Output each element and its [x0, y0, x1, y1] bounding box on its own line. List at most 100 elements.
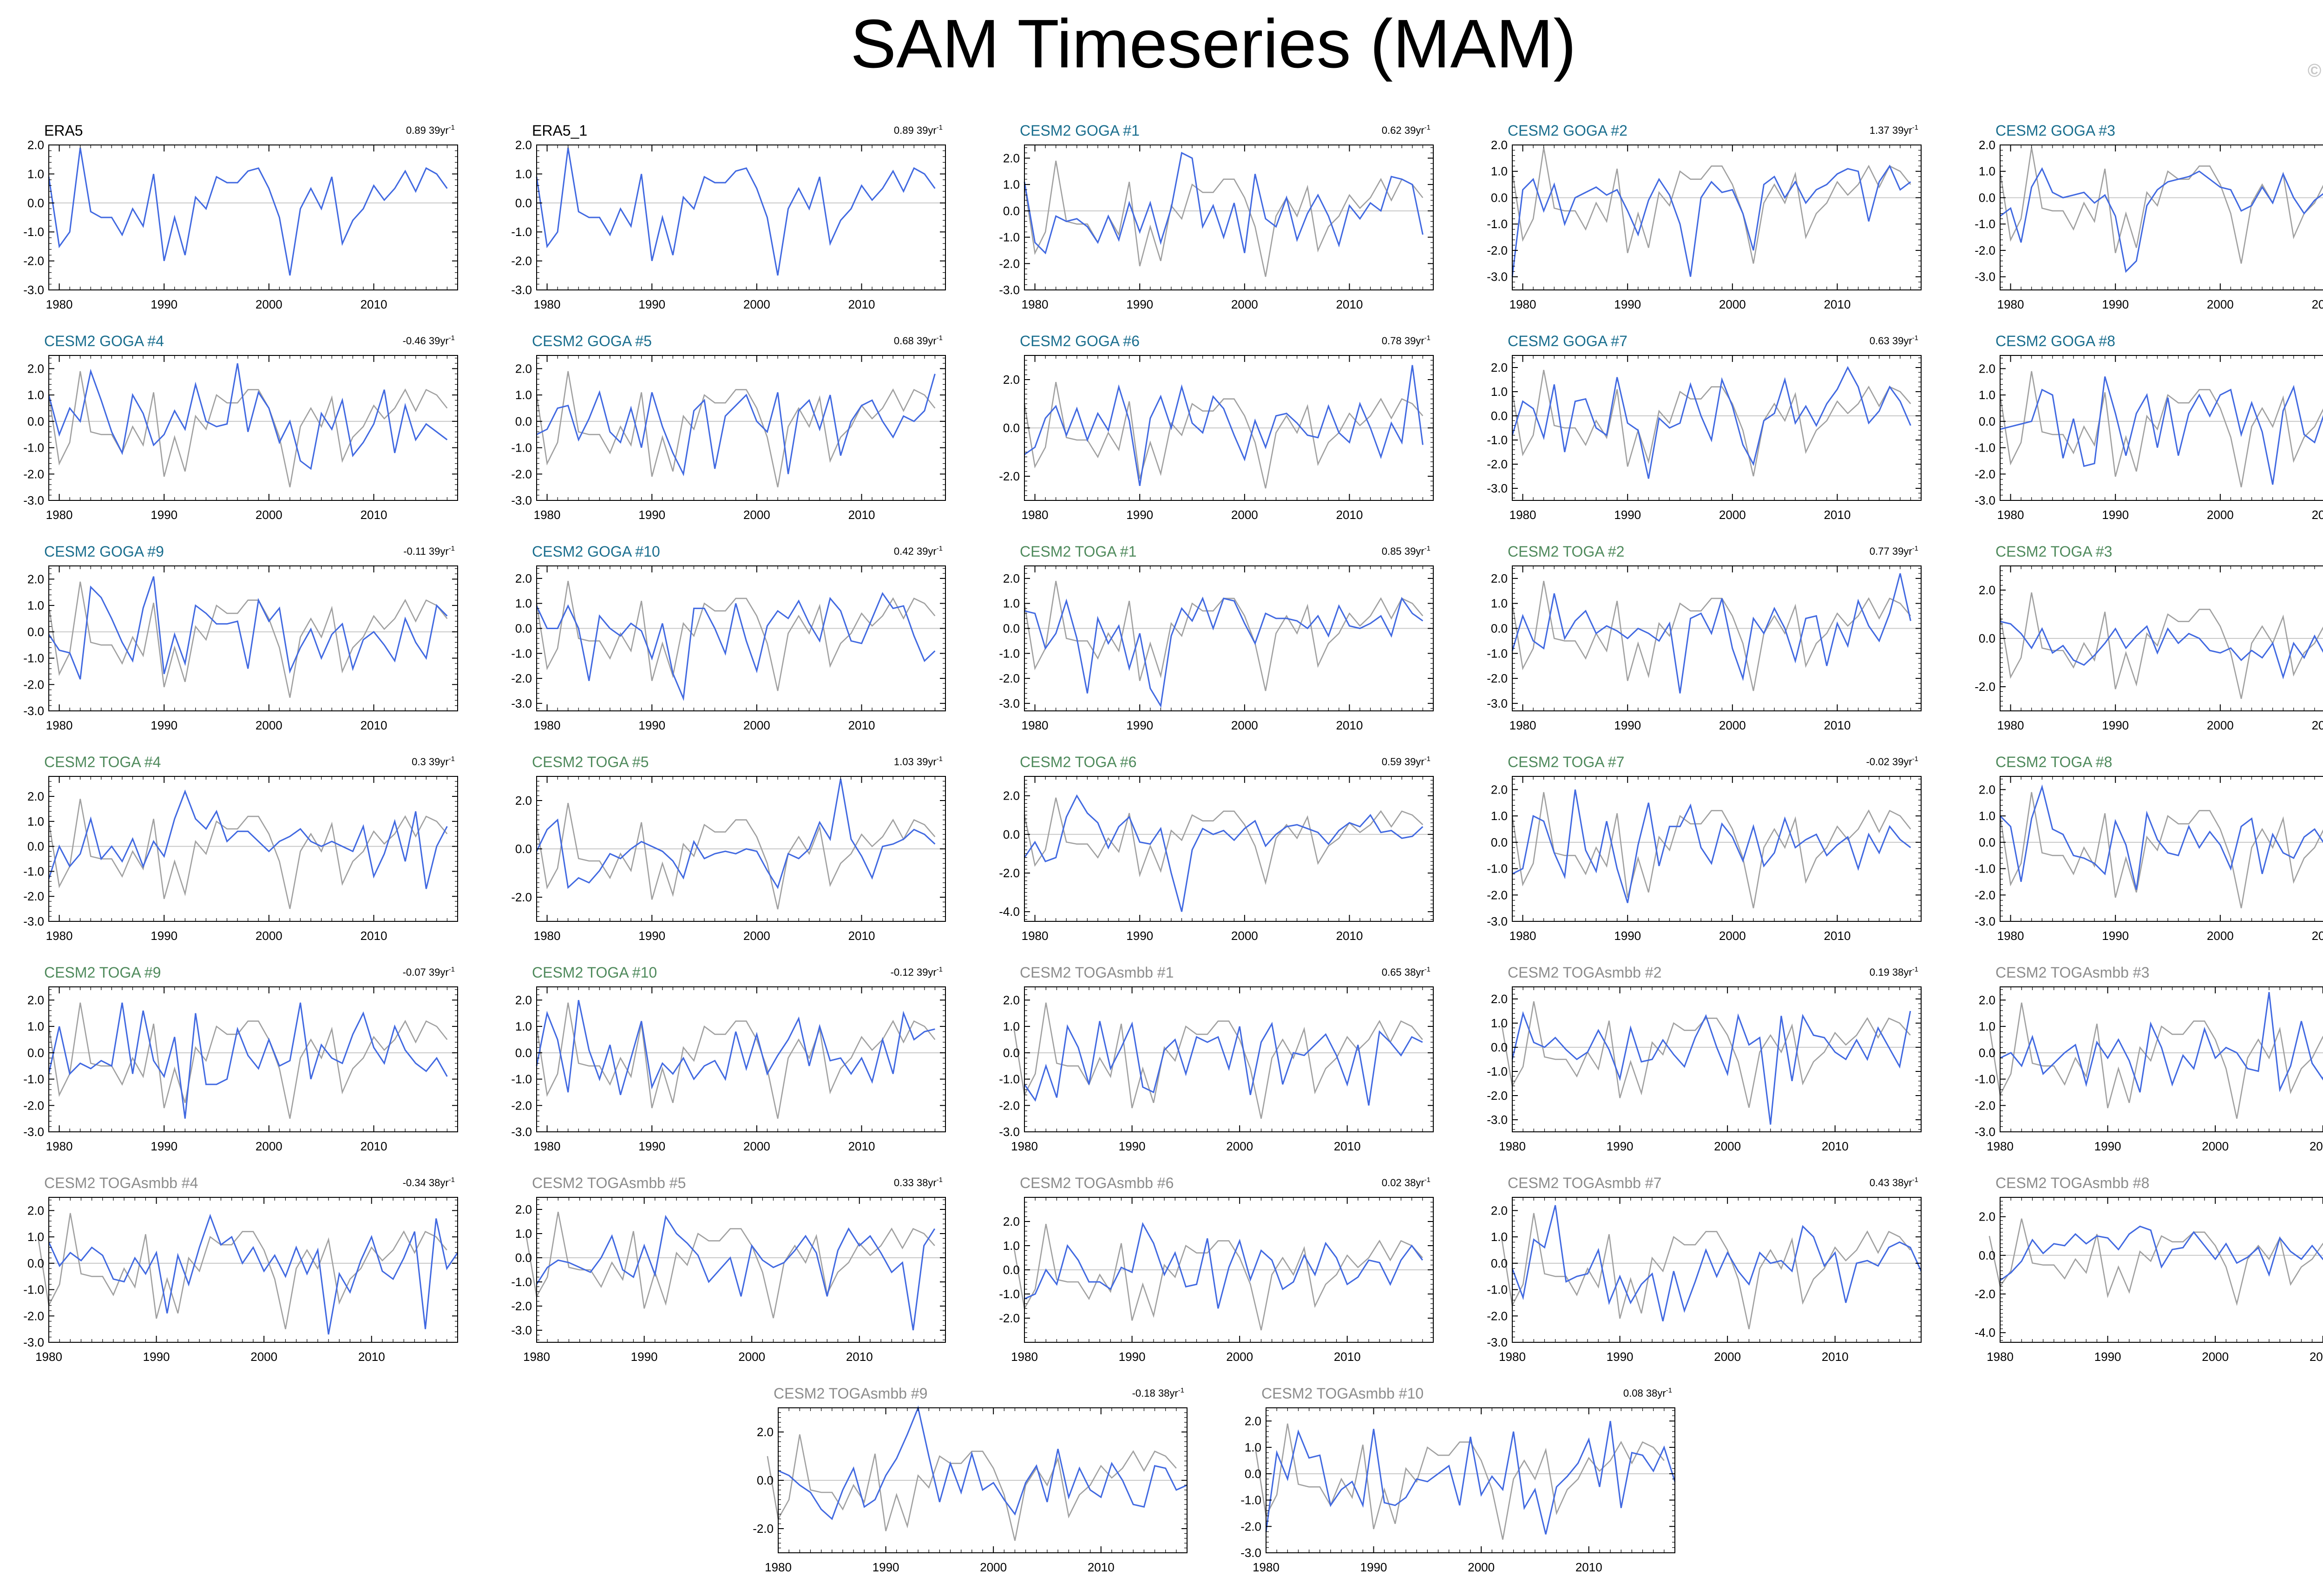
- y-tick-label: 2.0: [515, 1202, 532, 1216]
- x-tick-label: 1980: [46, 1139, 73, 1153]
- y-tick-label: 2.0: [515, 993, 532, 1007]
- y-tick-label: -3.0: [1975, 914, 1995, 928]
- panel-title: CESM2 TOGA #5: [532, 754, 649, 770]
- y-tick-label: -3.0: [1487, 696, 1508, 710]
- panel-10: CESM2 GOGA #8-0.29 39yr-12.01.00.0-1.0-2…: [1975, 333, 2323, 522]
- reference-series-line: [1999, 147, 2323, 264]
- x-tick-label: 1990: [151, 297, 177, 311]
- reference-series-line: [48, 371, 448, 487]
- panel-title: CESM2 GOGA #7: [1508, 333, 1627, 349]
- series-line: [48, 1214, 459, 1335]
- trend-label: 0.78 39yr-1: [1382, 334, 1431, 347]
- trend-superscript: -1: [1424, 1176, 1431, 1184]
- y-tick-label: 2.0: [1979, 782, 1995, 796]
- panel-title: ERA5: [44, 122, 83, 139]
- series-line: [48, 363, 448, 470]
- panel-25: CESM2 TOGAsmbb #3-0.01 38yr-12.01.00.0-1…: [1975, 964, 2323, 1153]
- series-line: [48, 147, 448, 276]
- plot-frame: [48, 144, 458, 290]
- y-tick-label: 2.0: [1491, 138, 1508, 152]
- series-line: [1999, 784, 2323, 890]
- panel-13: CESM2 TOGA #1 0.85 39yr-1 2.0 1.0 0.0 -1.0 -2.…: [999, 543, 1434, 732]
- y-tick-label: 1.0: [27, 167, 44, 181]
- x-tick-label: 1980: [46, 508, 73, 522]
- y-tick-label: -3.0: [511, 493, 532, 507]
- x-tick-label: 2000: [1231, 297, 1258, 311]
- x-tick-label: 1980: [534, 929, 561, 943]
- x-tick-label: 1980: [1022, 929, 1049, 943]
- series-line: [1511, 573, 1911, 694]
- y-tick-label: -1.0: [1487, 433, 1508, 447]
- y-tick-label: 1.0: [1979, 164, 1995, 178]
- trend-label: 0.68 39yr-1: [894, 334, 943, 347]
- x-tick-label: 1990: [1614, 508, 1641, 522]
- x-tick-label: 1990: [2102, 718, 2129, 732]
- plot-frame: [536, 1197, 946, 1343]
- panel-title: CESM2 TOGAsmbb #7: [1508, 1175, 1661, 1191]
- x-tick-label: 1990: [1614, 929, 1641, 943]
- x-tick-label: 1980: [1499, 1139, 1526, 1153]
- x-tick-label: 2010: [1822, 1139, 1849, 1153]
- series-line: [2000, 992, 2323, 1093]
- plot-frame: [536, 986, 946, 1132]
- trend-label: 0.59 39yr-1: [1382, 755, 1431, 768]
- y-tick-label: -2.0: [1975, 243, 1995, 257]
- y-tick-label: -3.0: [23, 1335, 44, 1349]
- y-tick-label: -1.0: [23, 1283, 44, 1297]
- y-tick-label: 1.0: [27, 814, 44, 828]
- plot-frame: [1024, 144, 1434, 290]
- x-tick-label: 2000: [256, 929, 282, 943]
- trend-label: 0.77 39yr-1: [1870, 545, 1918, 557]
- y-tick-label: -2.0: [23, 1098, 44, 1112]
- panel-28: CESM2 TOGAsmbb #6 0.02 38yr-1 2.0 1.0 0.0 -1.…: [999, 1175, 1434, 1364]
- trend-superscript: -1: [937, 334, 943, 342]
- trend-label: -0.02 39yr-1: [1866, 755, 1918, 768]
- x-tick-label: 1980: [1022, 508, 1049, 522]
- y-tick-label: -3.0: [1975, 493, 1995, 507]
- x-tick-label: 2010: [848, 297, 875, 311]
- plot-frame: [2000, 986, 2323, 1132]
- y-tick-label: 1.0: [27, 1230, 44, 1244]
- x-tick-label: 1980: [1022, 718, 1049, 732]
- y-tick-label: -1.0: [23, 225, 44, 239]
- y-tick-label: 0.0: [515, 196, 532, 210]
- trend-superscript: -1: [937, 1176, 943, 1184]
- x-tick-label: 2000: [1231, 718, 1258, 732]
- x-tick-label: 2010: [846, 1350, 873, 1364]
- panel-title: CESM2 TOGAsmbb #4: [44, 1175, 198, 1191]
- x-tick-label: 2010: [1824, 508, 1851, 522]
- y-tick-label: 0.0: [1979, 835, 1995, 849]
- plot-frame: [2000, 776, 2323, 922]
- x-tick-label: 2010: [358, 1350, 385, 1364]
- y-tick-label: -3.0: [1975, 1125, 1995, 1139]
- trend-superscript: -1: [1912, 334, 1918, 342]
- x-tick-label: 2010: [1336, 718, 1363, 732]
- y-tick-label: -2.0: [23, 1309, 44, 1323]
- x-tick-label: 1990: [151, 508, 177, 522]
- panel-29: CESM2 TOGAsmbb #7 0.43 38yr-1 2.0 1.0 0.0 -1.…: [1487, 1175, 1922, 1364]
- y-tick-label: -3.0: [1487, 1113, 1508, 1127]
- y-tick-label: -2.0: [1487, 457, 1508, 471]
- x-tick-label: 2010: [2312, 929, 2323, 943]
- reference-series-line: [536, 581, 936, 691]
- x-tick-label: 1980: [1997, 929, 2024, 943]
- plot-frame: [1512, 355, 1922, 501]
- y-tick-label: 0.0: [27, 1046, 44, 1060]
- y-tick-label: -3.0: [23, 283, 44, 297]
- y-tick-label: -1.0: [1487, 862, 1508, 876]
- x-tick-label: 2000: [1719, 508, 1746, 522]
- x-tick-label: 2000: [743, 508, 770, 522]
- y-tick-label: 2.0: [1491, 1203, 1508, 1217]
- x-tick-label: 1980: [35, 1350, 62, 1364]
- y-tick-label: -1.0: [511, 441, 532, 455]
- x-tick-label: 1990: [2102, 508, 2129, 522]
- panel-9: CESM2 GOGA #7 0.63 39yr-1 2.0 1.0 0.0 -1.0 -2.…: [1487, 333, 1922, 522]
- trend-label: -0.46 39yr-1: [403, 334, 455, 347]
- panel-title: CESM2 GOGA #1: [1020, 122, 1140, 139]
- x-tick-label: 1990: [1119, 1350, 1146, 1364]
- y-tick-label: -2.0: [511, 254, 532, 268]
- y-tick-label: 1.0: [1491, 164, 1508, 178]
- plot-frame: [536, 565, 946, 711]
- trend-label: 0.19 38yr-1: [1870, 965, 1918, 978]
- y-tick-label: -3.0: [999, 696, 1020, 710]
